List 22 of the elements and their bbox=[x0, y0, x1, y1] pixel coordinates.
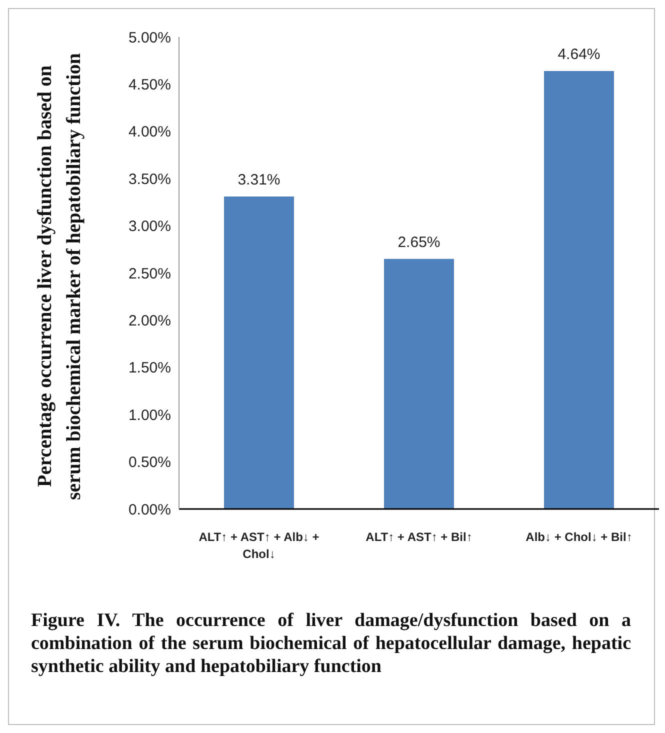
bar bbox=[384, 258, 454, 509]
data-label: 2.65% bbox=[398, 234, 440, 251]
bar bbox=[544, 70, 614, 509]
y-tick-label: 3.50% bbox=[128, 170, 171, 188]
y-tick-label: 2.00% bbox=[128, 312, 171, 330]
bar bbox=[224, 196, 294, 509]
y-tick-label: 1.00% bbox=[128, 406, 171, 424]
y-tick-label: 1.50% bbox=[128, 360, 171, 377]
x-tick-label: ALT↑ + AST↑ + Bil↑ bbox=[366, 530, 472, 544]
y-tick-label: 4.00% bbox=[128, 124, 171, 141]
y-tick-label: 0.50% bbox=[128, 454, 171, 472]
y-tick-label: 4.50% bbox=[128, 76, 171, 94]
data-label: 4.64% bbox=[558, 46, 600, 63]
y-tick-label: 2.50% bbox=[128, 265, 171, 282]
y-tick-label: 5.00% bbox=[128, 29, 171, 46]
x-tick-label: Alb↓ + Chol↓ + Bil↑ bbox=[526, 530, 632, 544]
data-label: 3.31% bbox=[238, 172, 280, 189]
y-tick-label: 0.00% bbox=[128, 501, 171, 518]
y-axis-title: Percentage occurrence liver dysfunction based on serum biochemical marker of hepatobiliary function bbox=[33, 52, 86, 502]
text: Figure IV. The occurrence of liver damage/dysfunction based on a combination of the serum biochemical of hepatocellular damage, hepatic synthetic ability and hepatobiliary function bbox=[31, 609, 631, 678]
y-tick-label: 3.00% bbox=[128, 218, 171, 236]
x-tick-label: ALT↑ + AST↑ + Alb↓ + Chol↓ bbox=[198, 530, 320, 561]
